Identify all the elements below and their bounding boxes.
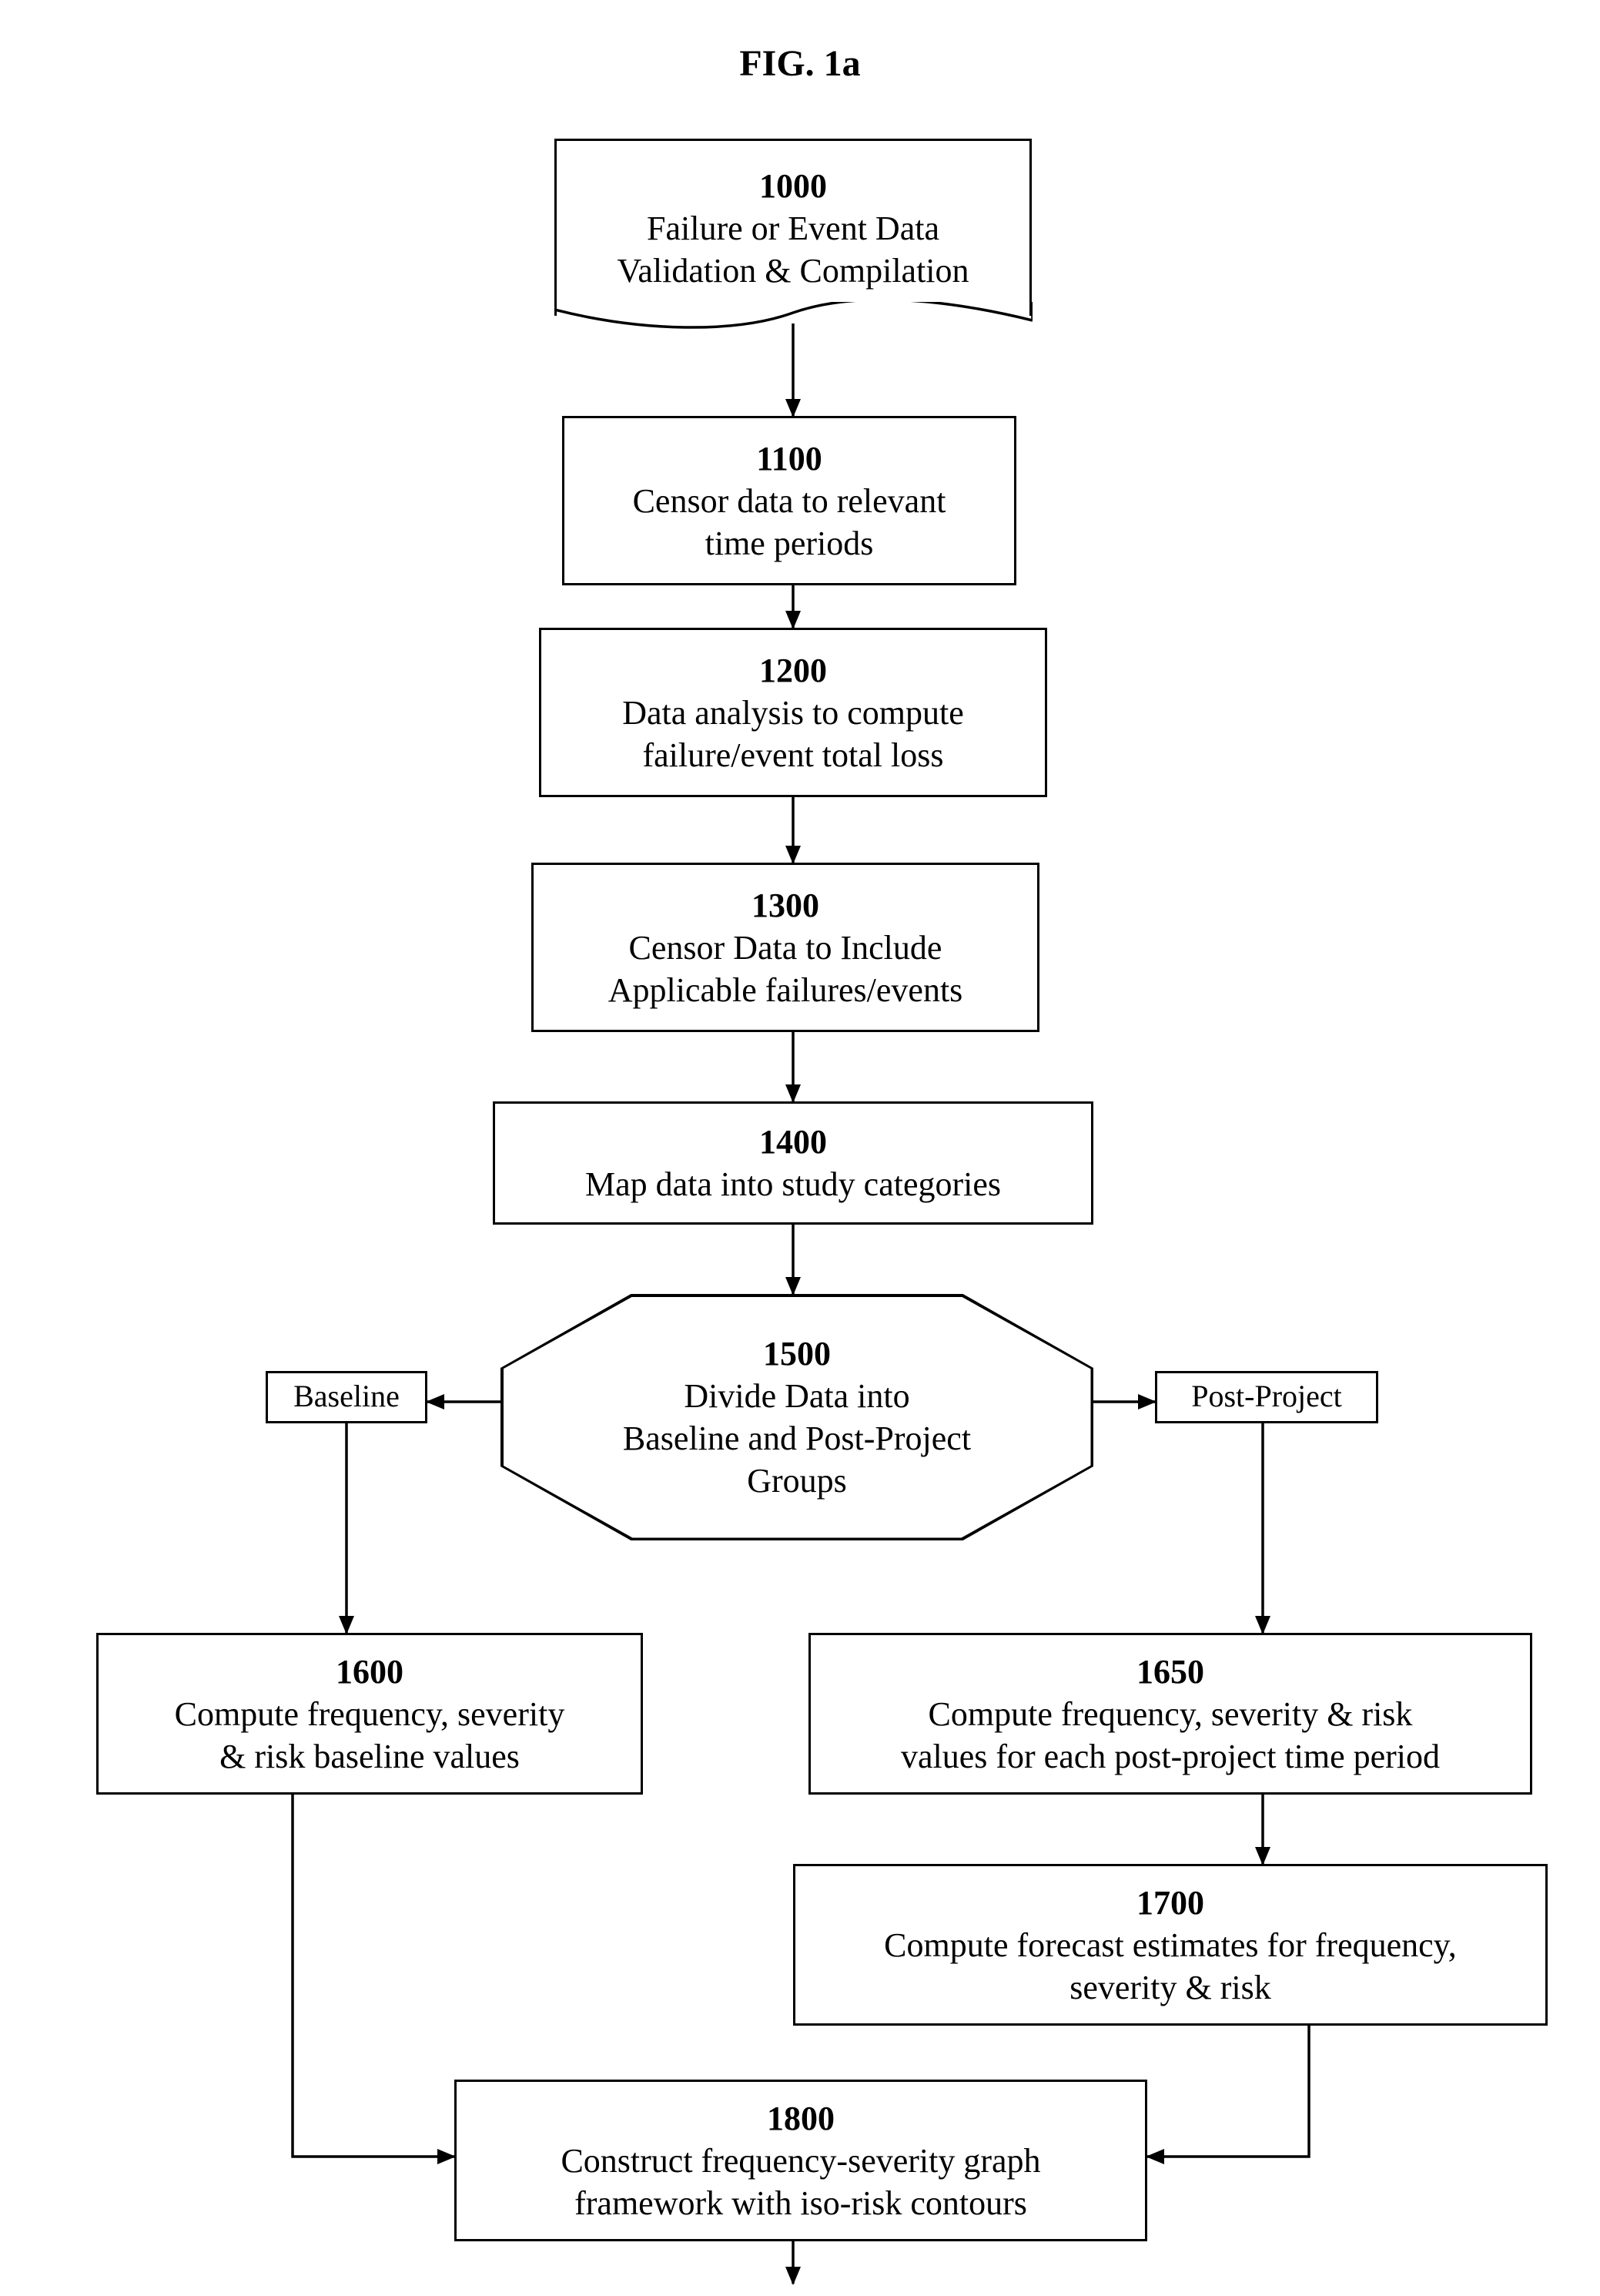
node-1650-number: 1650 — [1136, 1651, 1204, 1693]
node-1100-number: 1100 — [756, 437, 822, 480]
node-1500-number: 1500 — [763, 1332, 831, 1375]
node-1700-process: 1700 Compute forecast estimates for freq… — [793, 1864, 1548, 2026]
node-1800-text: Construct frequency-severity graphframew… — [561, 2140, 1040, 2224]
node-1500-text: Divide Data intoBaseline and Post-Projec… — [623, 1375, 971, 1502]
node-1600-number: 1600 — [336, 1651, 403, 1693]
node-1400-number: 1400 — [759, 1121, 827, 1163]
node-1200-text: Data analysis to computefailure/event to… — [622, 692, 964, 776]
node-1400-text: Map data into study categories — [585, 1163, 1001, 1205]
node-1800-process: 1800 Construct frequency-severity graphf… — [454, 2080, 1147, 2241]
node-1300-text: Censor Data to IncludeApplicable failure… — [608, 927, 963, 1011]
node-1500-decision: 1500 Divide Data intoBaseline and Post-P… — [500, 1294, 1093, 1540]
node-1000-number: 1000 — [759, 165, 827, 207]
node-1000-document: 1000 Failure or Event DataValidation & C… — [554, 139, 1032, 316]
node-1800-number: 1800 — [767, 2097, 835, 2140]
node-1650-process: 1650 Compute frequency, severity & riskv… — [808, 1633, 1532, 1795]
node-1100-process: 1100 Censor data to relevanttime periods — [562, 416, 1016, 585]
node-1200-process: 1200 Data analysis to computefailure/eve… — [539, 628, 1047, 797]
node-1000-text: Failure or Event DataValidation & Compil… — [617, 207, 969, 292]
node-1200-number: 1200 — [759, 649, 827, 692]
branch-label-baseline: Baseline — [266, 1371, 427, 1423]
node-1300-process: 1300 Censor Data to IncludeApplicable fa… — [531, 863, 1039, 1032]
node-1600-process: 1600 Compute frequency, severity& risk b… — [96, 1633, 643, 1795]
node-1600-text: Compute frequency, severity& risk baseli… — [175, 1693, 565, 1778]
edge-e1700-1800 — [1147, 2026, 1309, 2157]
node-1000-doc-wave — [554, 302, 1033, 330]
node-1700-number: 1700 — [1136, 1882, 1204, 1924]
edge-e1600-1800 — [293, 1795, 454, 2157]
node-1300-number: 1300 — [751, 884, 819, 927]
node-1100-text: Censor data to relevanttime periods — [633, 480, 946, 565]
node-1500-inner: 1500 Divide Data intoBaseline and Post-P… — [504, 1297, 1091, 1538]
node-1650-text: Compute frequency, severity & riskvalues… — [901, 1693, 1440, 1778]
branch-label-postproject: Post-Project — [1155, 1371, 1378, 1423]
flowchart-canvas: FIG. 1a 1000 Failure or Event DataValida… — [0, 0, 1600, 2296]
node-1400-process: 1400 Map data into study categories — [493, 1101, 1093, 1225]
node-1700-text: Compute forecast estimates for frequency… — [884, 1924, 1457, 2009]
